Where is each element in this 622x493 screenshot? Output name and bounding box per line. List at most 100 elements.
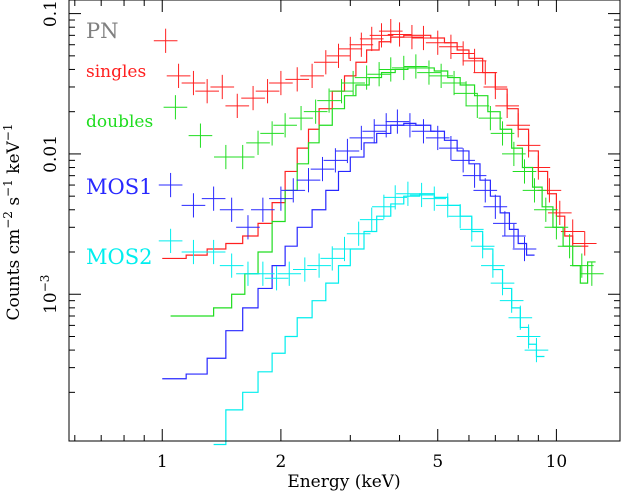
data-point xyxy=(246,130,270,155)
tick-layer: 1 2 5 10 0.1 0.01 10−3 xyxy=(38,0,620,472)
data-point xyxy=(417,60,441,85)
data-point xyxy=(320,246,345,271)
model-line-singles xyxy=(162,34,589,260)
data-point xyxy=(490,271,515,296)
data-point xyxy=(481,253,505,278)
data-point xyxy=(465,93,490,118)
data-point xyxy=(439,34,463,59)
model-line-mos1 xyxy=(162,122,535,380)
data-point xyxy=(354,65,379,90)
data-point xyxy=(378,19,403,44)
series-mos2 xyxy=(158,181,549,446)
data-point xyxy=(383,185,408,210)
y-axis-title-mid: s xyxy=(4,197,24,211)
data-point xyxy=(493,211,517,236)
data-point xyxy=(269,70,293,96)
y-tick-label: 0.01 xyxy=(41,135,61,173)
y-axis-title-sup3: −1 xyxy=(1,123,15,141)
data-point xyxy=(512,159,537,184)
data-point xyxy=(451,148,475,173)
series-doubles xyxy=(163,54,604,317)
data-point xyxy=(349,125,374,151)
data-point xyxy=(341,70,365,96)
data-point xyxy=(516,324,541,349)
data-point xyxy=(181,70,206,96)
data-point xyxy=(580,261,604,286)
x-axis-title: Energy (keV) xyxy=(287,472,400,492)
data-point xyxy=(264,266,289,291)
data-point xyxy=(409,182,434,208)
data-point xyxy=(547,200,572,226)
data-point xyxy=(495,93,519,118)
data-point xyxy=(454,81,478,106)
y-axis-title-sup1: −2 xyxy=(1,211,15,229)
data-point xyxy=(335,138,360,164)
data-point xyxy=(158,172,183,198)
data-point xyxy=(462,48,487,74)
data-point xyxy=(289,105,313,131)
series-mos1 xyxy=(158,109,537,380)
x-tick-label: 2 xyxy=(275,452,286,472)
legend-item-singles: singles xyxy=(86,62,146,82)
data-point xyxy=(439,135,463,161)
data-point xyxy=(292,257,317,282)
data-point xyxy=(560,219,585,244)
data-point xyxy=(508,305,533,330)
data-point xyxy=(195,79,219,104)
data-point xyxy=(338,36,363,62)
data-point xyxy=(435,193,460,218)
data-point xyxy=(398,113,422,138)
data-point xyxy=(372,194,396,219)
data-point xyxy=(300,63,324,88)
data-point xyxy=(230,144,255,170)
data-point xyxy=(470,234,495,259)
data-point xyxy=(362,119,387,144)
data-point xyxy=(296,168,321,193)
data-point xyxy=(359,207,384,232)
data-point xyxy=(483,194,508,219)
data-point xyxy=(285,67,310,92)
data-point xyxy=(326,43,351,68)
data-point xyxy=(219,253,244,278)
data-point xyxy=(367,62,391,87)
data-point xyxy=(378,57,403,82)
data-point xyxy=(251,197,275,222)
data-point xyxy=(303,99,328,124)
y-axis-title-main: Counts cm xyxy=(4,229,24,321)
data-point xyxy=(522,178,547,203)
data-point xyxy=(241,85,265,111)
data-point xyxy=(281,178,306,203)
data-point xyxy=(255,79,280,104)
data-point xyxy=(533,197,558,222)
data-point xyxy=(411,119,436,144)
data-point xyxy=(506,113,531,138)
data-point xyxy=(236,215,260,240)
data-point xyxy=(387,22,412,47)
data-point xyxy=(442,70,466,96)
data-point xyxy=(260,121,284,146)
data-point xyxy=(473,60,498,85)
data-point xyxy=(400,24,424,50)
data-point xyxy=(411,25,436,51)
y-axis-title: Counts cm−2 s−1 keV−1 xyxy=(1,123,24,320)
y-tick-label: 10−3 xyxy=(38,275,61,314)
data-point xyxy=(153,28,178,53)
data-point xyxy=(572,231,597,256)
model-line-mos2 xyxy=(213,193,545,446)
data-point xyxy=(332,236,357,262)
legend-item-mos1: MOS1 xyxy=(86,175,152,199)
legend-item-mos2: MOS2 xyxy=(86,245,152,269)
data-point xyxy=(391,55,416,81)
data-point xyxy=(201,239,226,265)
x-tick-label: 1 xyxy=(157,452,168,472)
data-point xyxy=(490,121,515,146)
data-point xyxy=(349,32,374,57)
data-point xyxy=(451,41,475,66)
data-point xyxy=(499,288,524,313)
plot-frame xyxy=(68,0,621,442)
data-point xyxy=(317,88,341,113)
y-axis-title-sup2: −1 xyxy=(1,179,15,197)
data-point xyxy=(277,261,302,286)
series-singles xyxy=(153,19,597,260)
